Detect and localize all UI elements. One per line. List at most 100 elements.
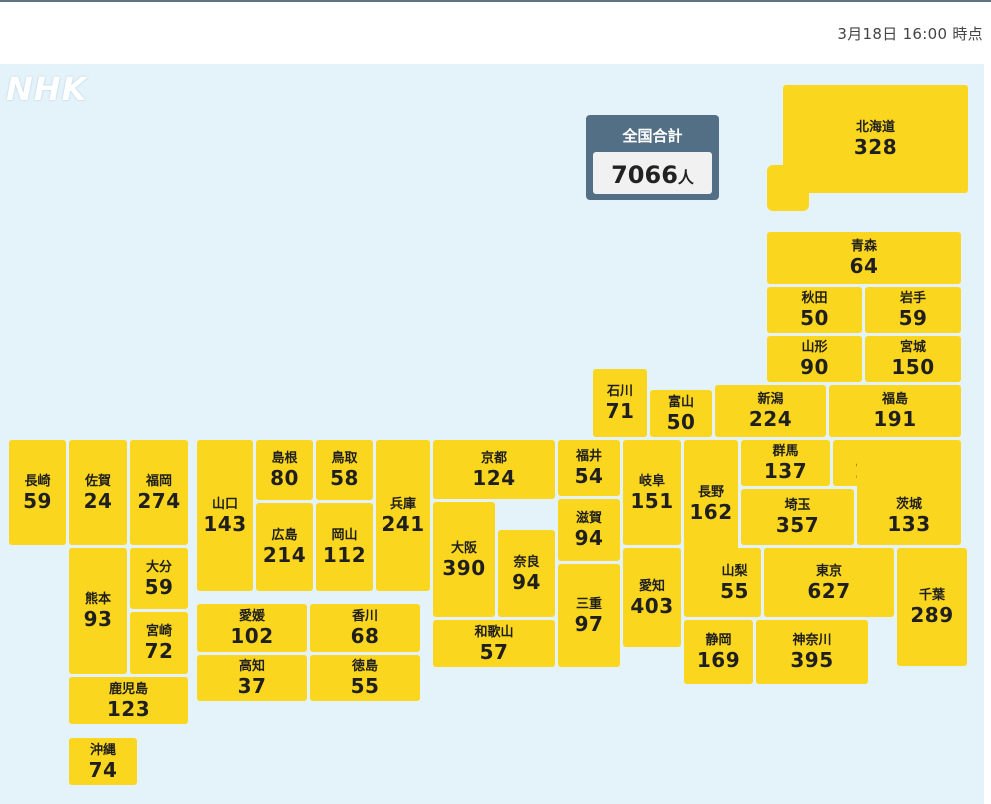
pref-okinawa[interactable]: 沖縄 74 <box>69 738 137 785</box>
pref-value: 162 <box>689 499 733 524</box>
pref-ishikawa[interactable]: 石川 71 <box>593 369 647 437</box>
pref-name: 東京 <box>815 563 842 579</box>
pref-yamagata[interactable]: 山形 90 <box>767 336 862 382</box>
pref-hyogo[interactable]: 兵庫 241 <box>376 440 430 591</box>
pref-fukushima[interactable]: 福島 191 <box>829 385 961 437</box>
pref-value: 191 <box>873 407 917 431</box>
pref-value: 59 <box>23 488 52 513</box>
pref-name: 岡山 <box>331 528 358 543</box>
pref-saitama[interactable]: 埼玉 357 <box>741 489 854 545</box>
pref-saga[interactable]: 佐賀 24 <box>69 440 127 545</box>
pref-osaka[interactable]: 大阪 390 <box>433 502 495 617</box>
pref-value: 102 <box>230 624 274 648</box>
pref-yamaguchi[interactable]: 山口 143 <box>197 440 253 591</box>
pref-name: 長崎 <box>24 473 51 489</box>
pref-aichi[interactable]: 愛知 403 <box>623 548 681 647</box>
pref-name: 高知 <box>238 659 265 674</box>
pref-wakayama[interactable]: 和歌山 57 <box>433 620 555 667</box>
pref-name: 香川 <box>351 609 378 624</box>
pref-name: 島根 <box>271 451 298 466</box>
national-total-value: 7066 <box>611 161 678 189</box>
pref-value: 57 <box>479 639 509 664</box>
pref-name: 秋田 <box>801 291 828 306</box>
pref-value: 224 <box>748 407 793 431</box>
pref-name: 佐賀 <box>84 473 111 489</box>
pref-value: 72 <box>144 639 174 663</box>
pref-shiga[interactable]: 滋賀 94 <box>558 499 620 561</box>
pref-name: 茨城 <box>895 496 922 512</box>
pref-miyagi[interactable]: 宮城 150 <box>865 336 961 382</box>
pref-fukuoka[interactable]: 福岡 274 <box>130 440 188 545</box>
pref-shizuoka[interactable]: 静岡 169 <box>684 620 753 684</box>
pref-aomori[interactable]: 青森 64 <box>767 232 961 284</box>
pref-name: 広島 <box>271 528 298 543</box>
pref-gifu[interactable]: 岐阜 151 <box>623 440 681 545</box>
pref-niigata[interactable]: 新潟 224 <box>715 385 826 437</box>
pref-shimane[interactable]: 島根 80 <box>256 440 313 500</box>
pref-value: 59 <box>898 306 928 330</box>
pref-kochi[interactable]: 高知 37 <box>197 655 307 701</box>
pref-name: 岐阜 <box>638 473 665 489</box>
pref-toyama[interactable]: 富山 50 <box>650 390 712 437</box>
pref-value: 289 <box>910 603 954 627</box>
pref-name: 埼玉 <box>784 498 811 513</box>
national-total-unit: 人 <box>677 168 694 187</box>
pref-iwate[interactable]: 岩手 59 <box>865 287 961 333</box>
pref-oita[interactable]: 大分 59 <box>130 548 188 609</box>
pref-value: 97 <box>574 611 604 636</box>
pref-tokushima[interactable]: 徳島 55 <box>310 655 420 701</box>
pref-kumamoto[interactable]: 熊本 93 <box>69 548 127 674</box>
pref-value: 403 <box>630 593 674 618</box>
pref-nara[interactable]: 奈良 94 <box>498 530 555 617</box>
pref-ehime[interactable]: 愛媛 102 <box>197 604 307 652</box>
pref-hokkaido[interactable]: 北海道 328 <box>783 85 968 193</box>
pref-miyazaki[interactable]: 宮崎 72 <box>130 612 188 674</box>
pref-value: 143 <box>203 511 247 536</box>
pref-yamanashi[interactable]: 山梨 55 <box>708 548 761 617</box>
pref-fukui[interactable]: 福井 54 <box>558 440 620 496</box>
pref-name: 和歌山 <box>474 624 514 640</box>
pref-ibaraki[interactable]: 茨城 133 <box>857 440 961 545</box>
pref-value: 357 <box>775 513 820 537</box>
pref-name: 福島 <box>881 392 908 407</box>
pref-value: 123 <box>106 696 151 721</box>
pref-name: 石川 <box>606 384 633 399</box>
pref-kanagawa[interactable]: 神奈川 395 <box>756 620 868 684</box>
pref-nagano[interactable]: 長野 162 <box>684 440 738 617</box>
nhk-logo: NHK <box>6 70 88 108</box>
pref-name: 鹿児島 <box>108 681 148 697</box>
pref-name: 愛知 <box>638 578 665 594</box>
pref-name: 新潟 <box>757 392 784 407</box>
national-total-panel: 全国合計 7066人 <box>586 115 719 200</box>
pref-name: 岩手 <box>899 291 926 306</box>
pref-value: 137 <box>763 459 808 483</box>
pref-value: 59 <box>144 574 174 599</box>
pref-chiba[interactable]: 千葉 289 <box>897 548 967 666</box>
top-divider <box>0 0 991 2</box>
pref-name: 沖縄 <box>89 742 116 758</box>
pref-tokyo[interactable]: 東京 627 <box>764 548 894 617</box>
pref-okayama[interactable]: 岡山 112 <box>316 503 373 591</box>
pref-kagawa[interactable]: 香川 68 <box>310 604 420 652</box>
pref-gunma[interactable]: 群馬 137 <box>741 440 830 486</box>
pref-name: 三重 <box>575 596 602 612</box>
pref-value: 94 <box>574 526 604 550</box>
pref-name: 長野 <box>697 484 724 500</box>
pref-hiroshima[interactable]: 広島 214 <box>256 503 313 591</box>
pref-tottori[interactable]: 鳥取 58 <box>316 440 373 500</box>
pref-value: 169 <box>696 648 741 672</box>
pref-akita[interactable]: 秋田 50 <box>767 287 862 333</box>
pref-nagasaki[interactable]: 長崎 59 <box>9 440 66 545</box>
pref-kyoto[interactable]: 京都 124 <box>433 440 555 499</box>
pref-mie[interactable]: 三重 97 <box>558 564 620 667</box>
pref-name: 奈良 <box>513 554 540 570</box>
pref-value: 112 <box>322 543 367 567</box>
pref-kagoshima[interactable]: 鹿児島 123 <box>69 677 188 724</box>
pref-name: 北海道 <box>855 120 895 135</box>
pref-name: 山口 <box>211 496 238 512</box>
pref-value: 390 <box>442 555 486 580</box>
pref-value: 241 <box>381 511 425 536</box>
pref-name: 大阪 <box>450 540 477 556</box>
pref-name: 兵庫 <box>389 496 416 512</box>
pref-value: 133 <box>887 511 931 536</box>
